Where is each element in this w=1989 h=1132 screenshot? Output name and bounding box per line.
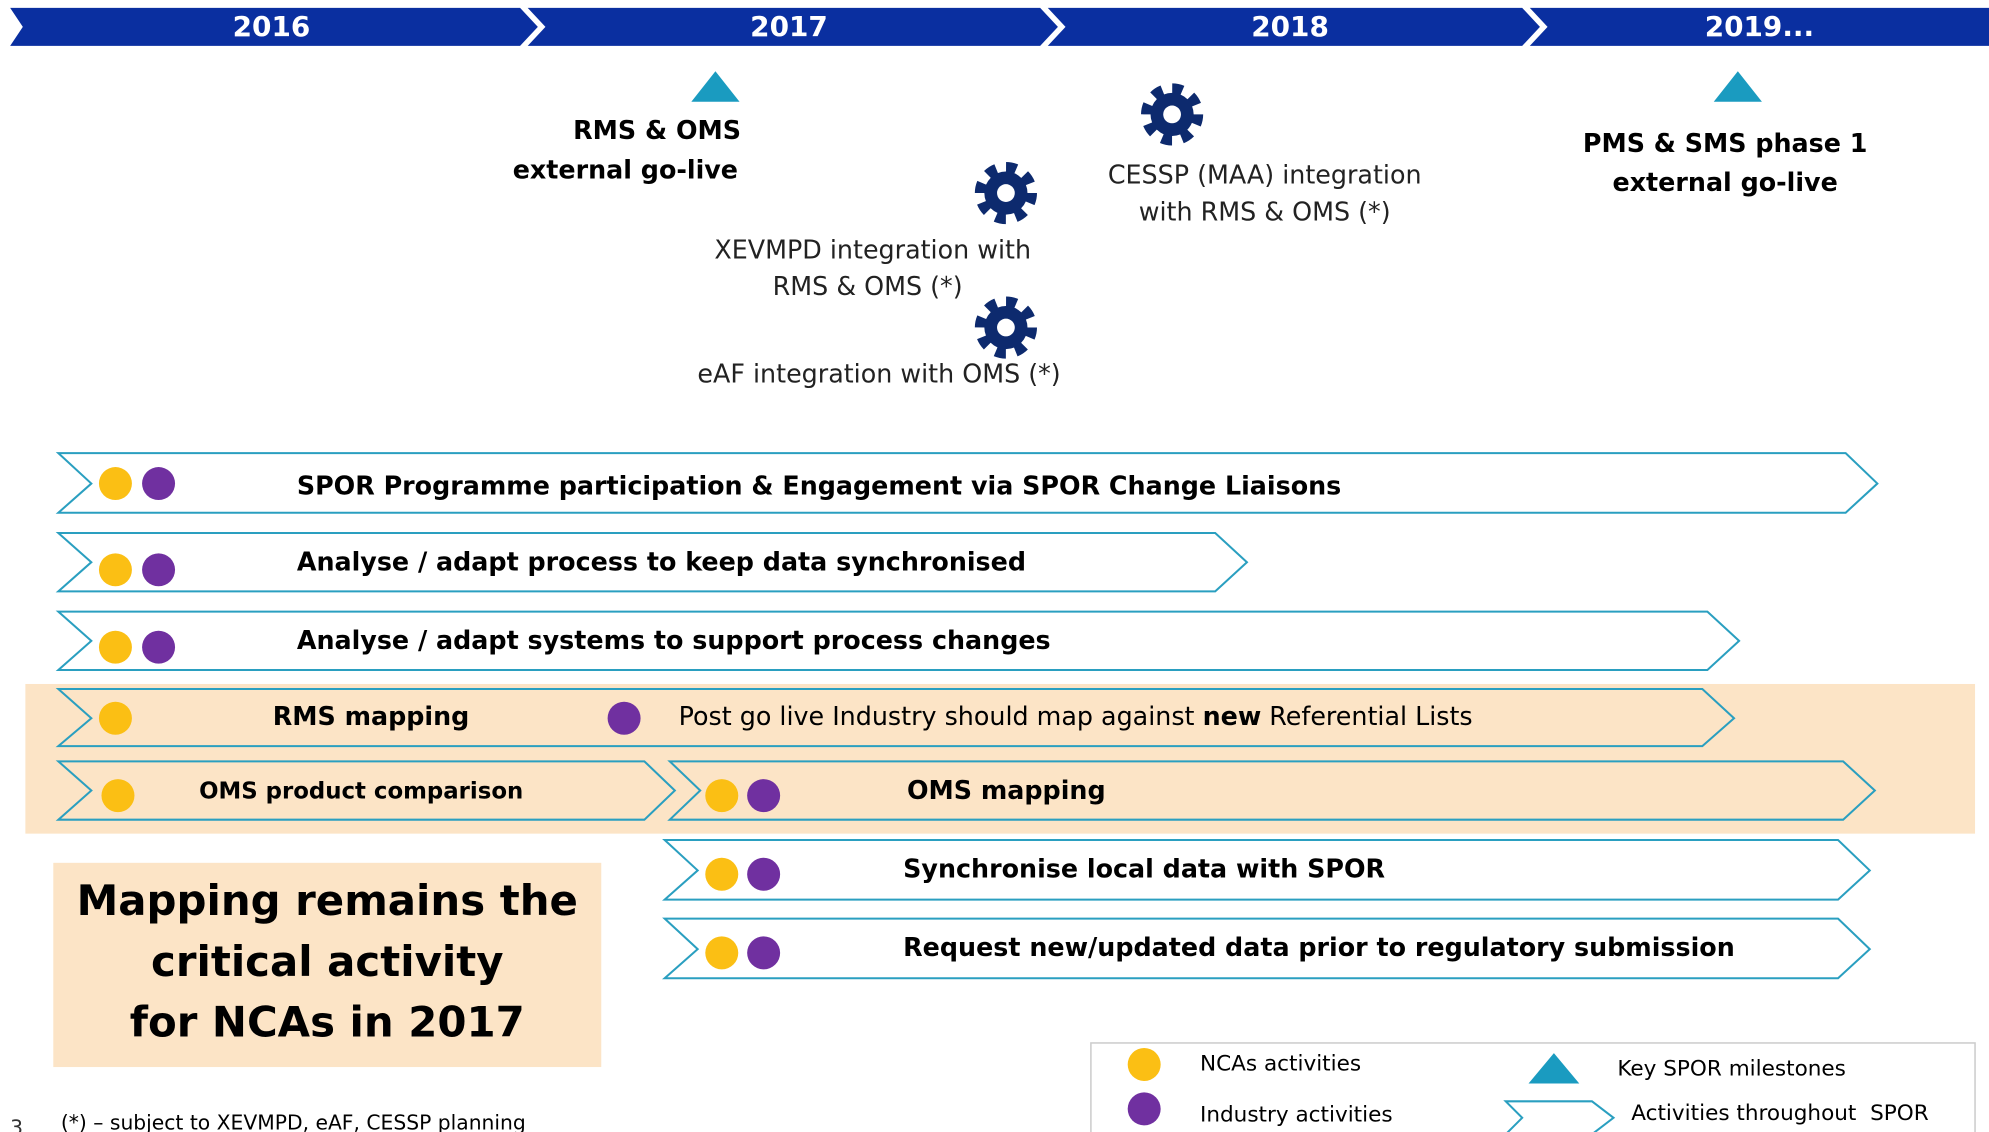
activity-label: OMS mapping bbox=[907, 775, 1106, 805]
activity-chevron bbox=[55, 532, 1249, 593]
page-number: 3 bbox=[10, 1116, 23, 1132]
callout-text: Mapping remains the bbox=[77, 876, 578, 925]
gear-part bbox=[1141, 83, 1204, 146]
legend-label: NCAs activities bbox=[1200, 1052, 1361, 1077]
year-label: 2019... bbox=[1705, 10, 1814, 43]
gear-part bbox=[997, 184, 1015, 202]
activity-label: RMS mapping bbox=[273, 701, 470, 731]
ncas-dot bbox=[705, 779, 739, 813]
year-label: 2018 bbox=[1251, 10, 1329, 43]
integration-text: RMS & OMS (*) bbox=[773, 271, 963, 301]
note-text: Post go live Industry should map against bbox=[679, 701, 1203, 731]
note-text: Referential Lists bbox=[1261, 701, 1472, 731]
milestone-text: external go-live bbox=[1613, 167, 1838, 197]
activity-label: OMS product comparison bbox=[199, 778, 523, 804]
activity-note: Post go live Industry should map against… bbox=[679, 701, 1473, 731]
legend-label: Activities throughout SPOR bbox=[1631, 1101, 1928, 1126]
industry-dot bbox=[747, 936, 781, 970]
legend-chevron bbox=[1503, 1100, 1616, 1132]
activity-chevron bbox=[55, 760, 677, 821]
gear-part bbox=[997, 318, 1015, 337]
gear-part bbox=[974, 296, 1037, 359]
year-label: 2016 bbox=[233, 10, 311, 43]
industry-dot bbox=[747, 857, 781, 891]
year-band bbox=[527, 7, 1058, 46]
integration-text: eAF integration with OMS (*) bbox=[697, 359, 1060, 389]
footnote: (*) – subject to XEVMPD, eAF, CESSP plan… bbox=[61, 1111, 526, 1132]
activity-chevron bbox=[55, 688, 1736, 748]
industry-dot bbox=[607, 701, 641, 735]
ncas-dot bbox=[98, 630, 132, 664]
year-band bbox=[10, 7, 538, 46]
ncas-dot bbox=[101, 779, 135, 813]
ncas-dot bbox=[705, 857, 739, 891]
ncas-dot bbox=[98, 701, 132, 735]
integration-text: CESSP (MAA) integration bbox=[1108, 160, 1422, 190]
year-band bbox=[1047, 7, 1540, 46]
integration-text: with RMS & OMS (*) bbox=[1139, 196, 1391, 226]
gear-icons bbox=[974, 83, 1204, 359]
activity-label: SPOR Programme participation & Engagemen… bbox=[297, 470, 1341, 500]
activity-label: Synchronise local data with SPOR bbox=[903, 853, 1385, 883]
callout-text: critical activity bbox=[151, 937, 504, 986]
industry-dot bbox=[142, 553, 176, 587]
milestone-icon bbox=[691, 71, 740, 102]
year-label: 2017 bbox=[750, 10, 828, 43]
year-band bbox=[1529, 7, 1989, 46]
activity-chevron bbox=[662, 838, 1872, 901]
integration-text: XEVMPD integration with bbox=[714, 234, 1031, 264]
industry-dot bbox=[747, 779, 781, 813]
ncas-dot bbox=[705, 936, 739, 970]
milestone-icon bbox=[1713, 71, 1762, 102]
activity-label: Request new/updated data prior to regula… bbox=[903, 932, 1735, 962]
milestone-text: PMS & SMS phase 1 bbox=[1583, 128, 1868, 158]
ncas-dot bbox=[98, 553, 132, 587]
timeline: 2016 2017 2018 2019... bbox=[10, 7, 1989, 46]
legend-industry-dot bbox=[1127, 1092, 1161, 1126]
milestone-text: external go-live bbox=[513, 154, 738, 184]
callout-box bbox=[53, 862, 602, 1068]
industry-dot bbox=[142, 467, 176, 501]
activity-chevron bbox=[55, 452, 1879, 514]
activity-label: Analyse / adapt process to keep data syn… bbox=[297, 546, 1026, 576]
note-emphasis: new bbox=[1203, 701, 1262, 731]
activity-chevron bbox=[667, 760, 1877, 821]
activity-label: Analyse / adapt systems to support proce… bbox=[297, 625, 1051, 655]
activity-chevron bbox=[662, 917, 1872, 980]
industry-dot bbox=[142, 630, 176, 664]
activity-chevron bbox=[55, 610, 1741, 672]
milestone-text: RMS & OMS bbox=[573, 115, 741, 145]
legend-label: Key SPOR milestones bbox=[1617, 1057, 1846, 1082]
mapping-band bbox=[25, 683, 1976, 834]
callout-text: for NCAs in 2017 bbox=[130, 998, 525, 1047]
gear-part bbox=[1163, 105, 1181, 124]
legend-ncas-dot bbox=[1127, 1048, 1161, 1082]
gear-part bbox=[974, 161, 1037, 225]
legend-milestone-icon bbox=[1528, 1053, 1580, 1084]
legend-label: Industry activities bbox=[1200, 1102, 1393, 1127]
ncas-dot bbox=[98, 467, 132, 501]
